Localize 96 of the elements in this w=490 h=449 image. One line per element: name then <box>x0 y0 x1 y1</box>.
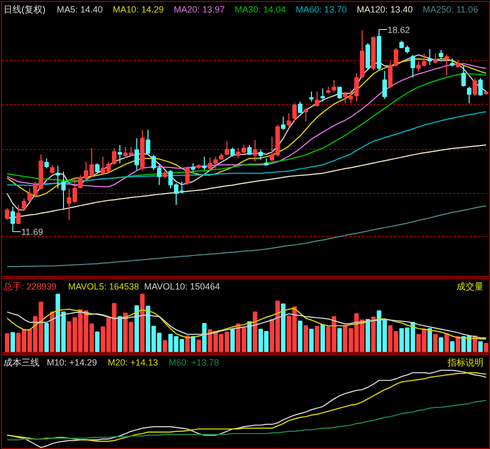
text: M20: +14.13 <box>108 358 158 368</box>
candlestick <box>56 165 60 189</box>
candlestick <box>202 156 207 171</box>
candlestick <box>433 52 438 64</box>
bar <box>162 340 168 352</box>
candlestick <box>292 102 297 122</box>
candlestick <box>472 78 478 96</box>
bar <box>433 334 438 352</box>
text: 成交量 <box>456 282 484 292</box>
bar <box>281 304 286 352</box>
series-label: 总手: 228939 <box>2 282 57 292</box>
bar <box>134 305 139 352</box>
candlestick <box>252 140 258 162</box>
bar <box>298 320 302 352</box>
bar <box>478 341 483 352</box>
candlestick <box>22 198 26 211</box>
candlestick <box>286 112 292 129</box>
candlestick <box>16 204 21 225</box>
candlestick <box>388 61 393 89</box>
candlestick <box>44 158 49 169</box>
bar <box>4 333 10 352</box>
bar <box>252 312 258 352</box>
bar <box>309 328 314 352</box>
annotation: 11.69 <box>21 227 44 238</box>
candlestick <box>337 86 342 100</box>
candlestick <box>112 148 116 166</box>
candlestick <box>4 208 10 220</box>
candlestick <box>314 91 320 107</box>
bar <box>314 326 320 352</box>
candlestick <box>151 154 156 171</box>
candlestick <box>224 140 230 156</box>
text: MA10: 14.29 <box>112 4 164 14</box>
candlestick <box>157 164 162 186</box>
candlestick <box>382 70 387 100</box>
bar <box>44 322 49 352</box>
bar <box>50 312 54 352</box>
bar <box>95 332 100 352</box>
candlestick <box>61 171 66 211</box>
bar <box>247 321 252 352</box>
bar <box>140 294 145 352</box>
bar <box>484 343 488 352</box>
text: M10: +14.29 <box>46 358 97 368</box>
bar <box>438 337 444 352</box>
candlestick <box>394 48 398 68</box>
text: MA120: 13.40 <box>356 4 413 14</box>
candlestick <box>461 64 466 88</box>
candlestick <box>10 206 16 232</box>
text: MA20: 13.97 <box>174 4 225 14</box>
candlestick <box>444 54 449 76</box>
candlestick <box>258 148 263 160</box>
text: 指标说明 <box>446 358 484 368</box>
candlestick <box>410 54 416 78</box>
candlestick <box>309 91 314 102</box>
text: MAVOL10: 150464 <box>144 282 220 292</box>
chart-title: 日线(复权) <box>4 4 46 14</box>
candlestick <box>438 49 444 60</box>
candlestick <box>332 79 336 92</box>
series-label: MAVOL5: 164538 <box>68 282 139 292</box>
bar <box>304 325 308 352</box>
candlestick <box>366 42 370 71</box>
text: MA5: 14.40 <box>56 4 103 14</box>
candlestick <box>247 144 252 156</box>
bar <box>190 336 196 352</box>
bar <box>118 316 122 352</box>
candlestick <box>185 166 190 186</box>
bar <box>428 328 432 352</box>
bar <box>371 316 376 352</box>
bar <box>10 332 16 352</box>
text: MA60: 13.70 <box>296 4 347 14</box>
candlestick <box>428 48 432 66</box>
candlestick <box>304 108 308 122</box>
bar <box>185 336 190 352</box>
annotation: 18.62 <box>388 24 410 35</box>
chart-title: 成本三线 <box>4 358 40 368</box>
text: MA30: 14.04 <box>234 4 286 14</box>
bar <box>196 340 201 352</box>
candlestick <box>134 138 139 171</box>
candlestick <box>320 88 325 102</box>
candlestick <box>146 129 150 156</box>
bar <box>320 324 325 352</box>
bar <box>366 318 370 352</box>
bar <box>444 333 449 352</box>
bar <box>450 341 455 352</box>
bar <box>456 336 460 352</box>
bar <box>337 328 342 352</box>
bar <box>202 322 207 352</box>
candlestick <box>478 78 483 96</box>
candlestick <box>95 162 100 174</box>
text: MA250: 11.06 <box>422 4 478 14</box>
candlestick <box>466 86 472 104</box>
candlestick <box>354 72 359 102</box>
candlestick <box>118 144 122 164</box>
text: M60: +13.78 <box>168 358 219 368</box>
candlestick <box>230 147 235 158</box>
bar <box>230 328 235 352</box>
candlestick <box>281 116 286 130</box>
